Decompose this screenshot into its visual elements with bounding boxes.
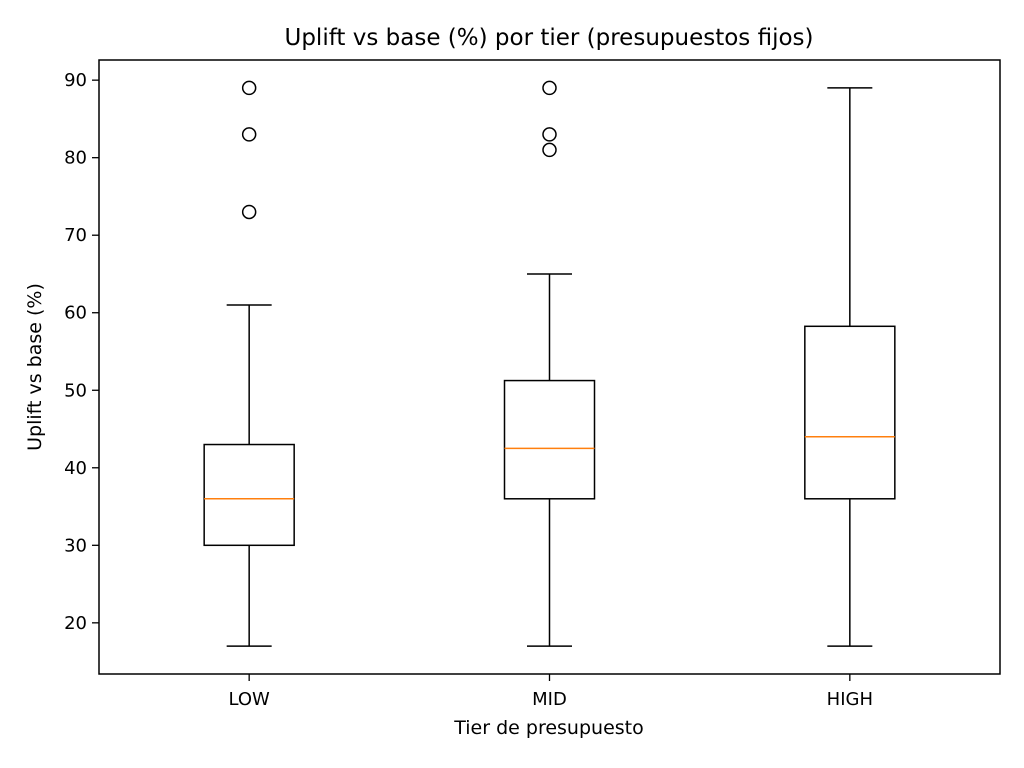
y-axis: 20 30 40 50 60 70 80 90 — [64, 70, 99, 634]
y-tick-label: 40 — [64, 458, 87, 479]
outlier-point — [542, 80, 557, 96]
x-tick-label: HIGH — [827, 689, 873, 710]
outlier-point — [241, 80, 257, 96]
y-tick-label: 90 — [64, 70, 87, 91]
y-axis-label: Uplift vs base (%) — [24, 283, 46, 451]
y-tick-label: 60 — [64, 303, 87, 324]
box-group-high — [804, 87, 896, 647]
outlier-point — [241, 127, 257, 142]
y-tick-label: 50 — [64, 380, 87, 401]
iqr-box — [804, 325, 896, 500]
y-tick-label: 80 — [64, 148, 87, 169]
box-group-mid — [503, 80, 596, 647]
outlier-point — [542, 142, 557, 158]
x-axis-label: Tier de presupuesto — [453, 717, 643, 739]
x-axis: LOW MID HIGH — [228, 674, 873, 710]
y-tick-label: 20 — [64, 613, 87, 634]
box-series — [203, 80, 896, 647]
iqr-box — [503, 379, 596, 500]
x-tick-label: MID — [532, 689, 567, 710]
y-tick-label: 70 — [64, 225, 87, 246]
chart-title: Uplift vs base (%) por tier (presupuesto… — [285, 25, 814, 51]
y-tick-label: 30 — [64, 535, 87, 556]
outlier-point — [241, 204, 257, 220]
x-tick-label: LOW — [228, 689, 270, 710]
iqr-box — [203, 443, 295, 547]
outlier-point — [542, 127, 557, 142]
box-group-low — [203, 80, 295, 647]
